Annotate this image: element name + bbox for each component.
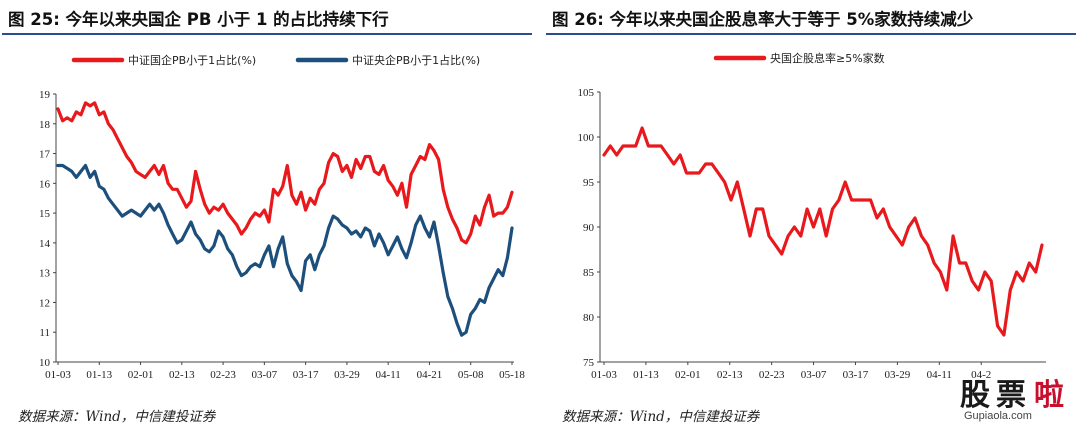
x-tick-label: 04-11 — [376, 369, 401, 381]
chart-dividend-count: 75 80 85 90 95 100 105 01-03 01-13 02-01 02-13 02-2… — [578, 51, 1046, 381]
chart-title: 图 25: 今年以来央国企 PB 小于 1 的占比持续下行 — [8, 10, 389, 29]
y-tick-label: 14 — [39, 238, 51, 250]
y-tick-label: 100 — [578, 132, 595, 144]
y-tick-label: 10 — [39, 357, 51, 369]
chart-panel-dividend: 图 26: 今年以来央国企股息率大于等于 5%家数持续减少 75 80 85 90 95… — [546, 0, 1076, 432]
legend-label: 中证央企PB小于1占比(%) — [352, 53, 480, 67]
x-tick-label: 01-03 — [45, 369, 71, 381]
legend-label: 央国企股息率≥5%家数 — [770, 51, 885, 65]
series-line-1 — [56, 101, 514, 245]
x-tick-label: 05-18 — [499, 369, 525, 381]
watermark-char: 票 — [996, 378, 1026, 413]
x-tick-label: 02-01 — [128, 369, 154, 381]
watermark-char: 啦 — [1034, 378, 1064, 413]
y-tick-label: 95 — [583, 177, 595, 189]
x-tick-label: 04-2 — [971, 369, 991, 381]
data-source: 数据来源：Wind，中信建投证券 — [562, 409, 760, 425]
x-tick-label: 02-01 — [675, 369, 701, 381]
watermark-url: Gupiaola.com — [964, 410, 1032, 422]
y-tick-label: 17 — [39, 149, 51, 161]
x-tick-label: 02-13 — [169, 369, 195, 381]
watermark-logo: 股 票 啦 Gupiaola.com — [960, 370, 1078, 432]
x-tick-label: 03-07 — [252, 369, 278, 381]
x-tick-label: 01-03 — [591, 369, 617, 381]
legend-label: 中证国企PB小于1占比(%) — [128, 53, 256, 67]
chart-title: 图 26: 今年以来央国企股息率大于等于 5%家数持续减少 — [552, 10, 974, 29]
x-tick-label: 01-13 — [86, 369, 112, 381]
data-source: 数据来源：Wind，中信建投证券 — [18, 409, 216, 425]
y-tick-label: 16 — [39, 178, 51, 190]
title-divider — [2, 33, 532, 35]
x-tick-label: 05-08 — [458, 369, 484, 381]
y-tick-label: 15 — [39, 208, 51, 220]
x-tick-label: 03-17 — [293, 369, 319, 381]
y-tick-label: 80 — [583, 312, 595, 324]
x-tick-label: 03-07 — [801, 369, 827, 381]
x-tick-label: 03-29 — [334, 369, 360, 381]
y-tick-label: 75 — [583, 357, 595, 369]
x-tick-label: 03-29 — [885, 369, 911, 381]
y-tick-label: 18 — [39, 119, 51, 131]
x-tick-label: 04-21 — [417, 369, 443, 381]
y-tick-label: 90 — [583, 222, 595, 234]
y-tick-label: 19 — [39, 89, 51, 101]
y-tick-label: 12 — [39, 297, 50, 309]
chart-panel-pb: 图 25: 今年以来央国企 PB 小于 1 的占比持续下行 10 11 12 13 14… — [2, 0, 532, 432]
y-tick-label: 85 — [583, 267, 595, 279]
x-tick-label: 02-13 — [717, 369, 743, 381]
series-line-2 — [56, 163, 514, 337]
y-tick-label: 105 — [578, 87, 595, 99]
chart-pb-ratio: 10 11 12 13 14 15 16 17 18 19 01-03 01-13 02-01 02-13… — [39, 53, 525, 381]
series-line-1 — [602, 126, 1044, 337]
y-tick-label: 13 — [39, 268, 51, 280]
x-tick-label: 03-17 — [843, 369, 869, 381]
x-tick-label: 02-23 — [759, 369, 785, 381]
watermark-char: 股 — [960, 378, 990, 413]
x-tick-label: 04-11 — [927, 369, 952, 381]
x-tick-label: 02-23 — [210, 369, 236, 381]
title-divider — [546, 33, 1076, 35]
x-tick-label: 01-13 — [633, 369, 659, 381]
y-tick-label: 11 — [39, 327, 50, 339]
